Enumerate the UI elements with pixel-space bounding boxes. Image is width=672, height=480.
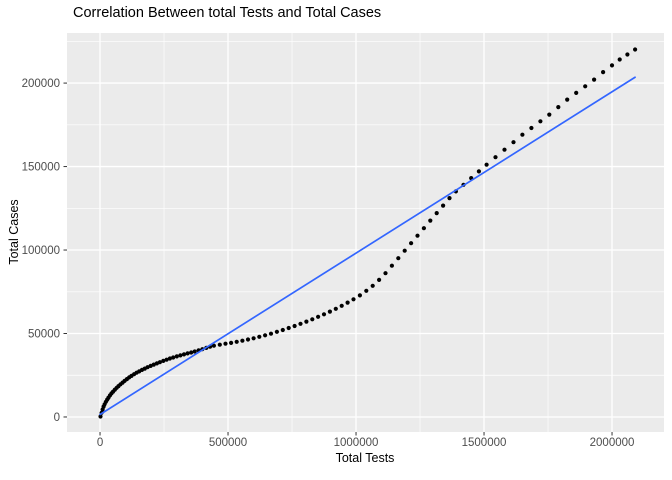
- data-point: [625, 52, 630, 57]
- data-point: [189, 350, 194, 355]
- data-point: [257, 334, 262, 339]
- y-tick-label: 200000: [22, 78, 60, 90]
- data-point: [529, 125, 534, 131]
- data-point: [447, 196, 452, 201]
- data-point: [493, 155, 498, 160]
- x-tick-label: 1000000: [334, 437, 379, 449]
- data-point: [310, 317, 315, 322]
- data-point: [601, 70, 606, 75]
- data-point: [389, 263, 394, 268]
- data-point: [476, 169, 481, 174]
- data-point: [547, 112, 552, 117]
- data-point: [181, 352, 187, 357]
- data-point: [428, 218, 433, 223]
- data-point: [484, 162, 489, 167]
- x-tick-label: 2000000: [590, 437, 635, 449]
- data-point: [396, 256, 401, 261]
- y-tick-label: 150000: [22, 162, 60, 174]
- data-point: [377, 277, 382, 282]
- data-point: [339, 303, 344, 308]
- data-point: [502, 147, 507, 152]
- data-point: [434, 211, 439, 216]
- data-point: [217, 342, 222, 347]
- regression-line: [99, 76, 636, 416]
- data-point: [240, 338, 245, 343]
- data-point: [402, 248, 407, 253]
- data-point: [171, 355, 176, 360]
- x-tick-label: 0: [97, 437, 103, 449]
- data-point: [251, 336, 256, 341]
- data-point: [280, 327, 285, 333]
- data-point: [161, 358, 166, 363]
- y-tick-label: 50000: [28, 329, 60, 341]
- data-point: [286, 325, 291, 331]
- y-tick-label: 0: [54, 412, 60, 424]
- data-point: [520, 132, 525, 137]
- data-point: [357, 293, 362, 298]
- data-point: [409, 241, 414, 246]
- data-point: [98, 414, 103, 419]
- data-point: [556, 105, 561, 110]
- data-point: [421, 226, 426, 231]
- data-point: [333, 306, 338, 311]
- chart-title: Correlation Between total Tests and Tota…: [73, 5, 382, 21]
- data-point: [211, 343, 216, 348]
- data-point: [185, 351, 190, 356]
- data-point: [167, 356, 172, 361]
- data-point: [617, 57, 622, 62]
- data-point: [383, 271, 388, 276]
- data-point: [174, 354, 179, 359]
- data-point: [245, 337, 251, 342]
- data-point: [565, 97, 570, 102]
- data-point: [274, 329, 279, 334]
- plot-panel: [67, 33, 664, 432]
- data-point: [298, 321, 303, 326]
- data-point: [592, 77, 597, 82]
- data-point: [511, 140, 516, 145]
- y-axis-title: Total Cases: [7, 199, 21, 265]
- x-tick-label: 1500000: [462, 437, 507, 449]
- data-point: [574, 90, 579, 95]
- data-point: [415, 233, 420, 238]
- data-point: [633, 47, 638, 52]
- x-tick-label: 500000: [209, 437, 247, 449]
- data-point: [441, 203, 446, 208]
- data-point: [538, 119, 543, 124]
- data-point: [292, 323, 297, 329]
- data-point: [583, 84, 588, 89]
- data-point: [609, 63, 615, 68]
- data-point: [268, 331, 274, 336]
- data-point: [321, 312, 327, 317]
- y-tick-label: 100000: [22, 245, 60, 257]
- data-point: [263, 333, 268, 338]
- data-point: [192, 349, 197, 354]
- data-point: [164, 357, 169, 362]
- data-point: [178, 353, 183, 358]
- data-point: [370, 283, 375, 288]
- x-axis-title: Total Tests: [335, 451, 395, 465]
- data-point: [234, 339, 239, 344]
- data-point: [364, 288, 369, 293]
- data-point: [157, 360, 162, 365]
- data-point: [304, 319, 309, 324]
- data-point: [345, 300, 350, 305]
- data-point: [351, 297, 356, 302]
- data-point: [229, 340, 234, 345]
- data-point: [327, 309, 332, 314]
- data-point: [316, 314, 321, 319]
- data-point: [223, 341, 228, 346]
